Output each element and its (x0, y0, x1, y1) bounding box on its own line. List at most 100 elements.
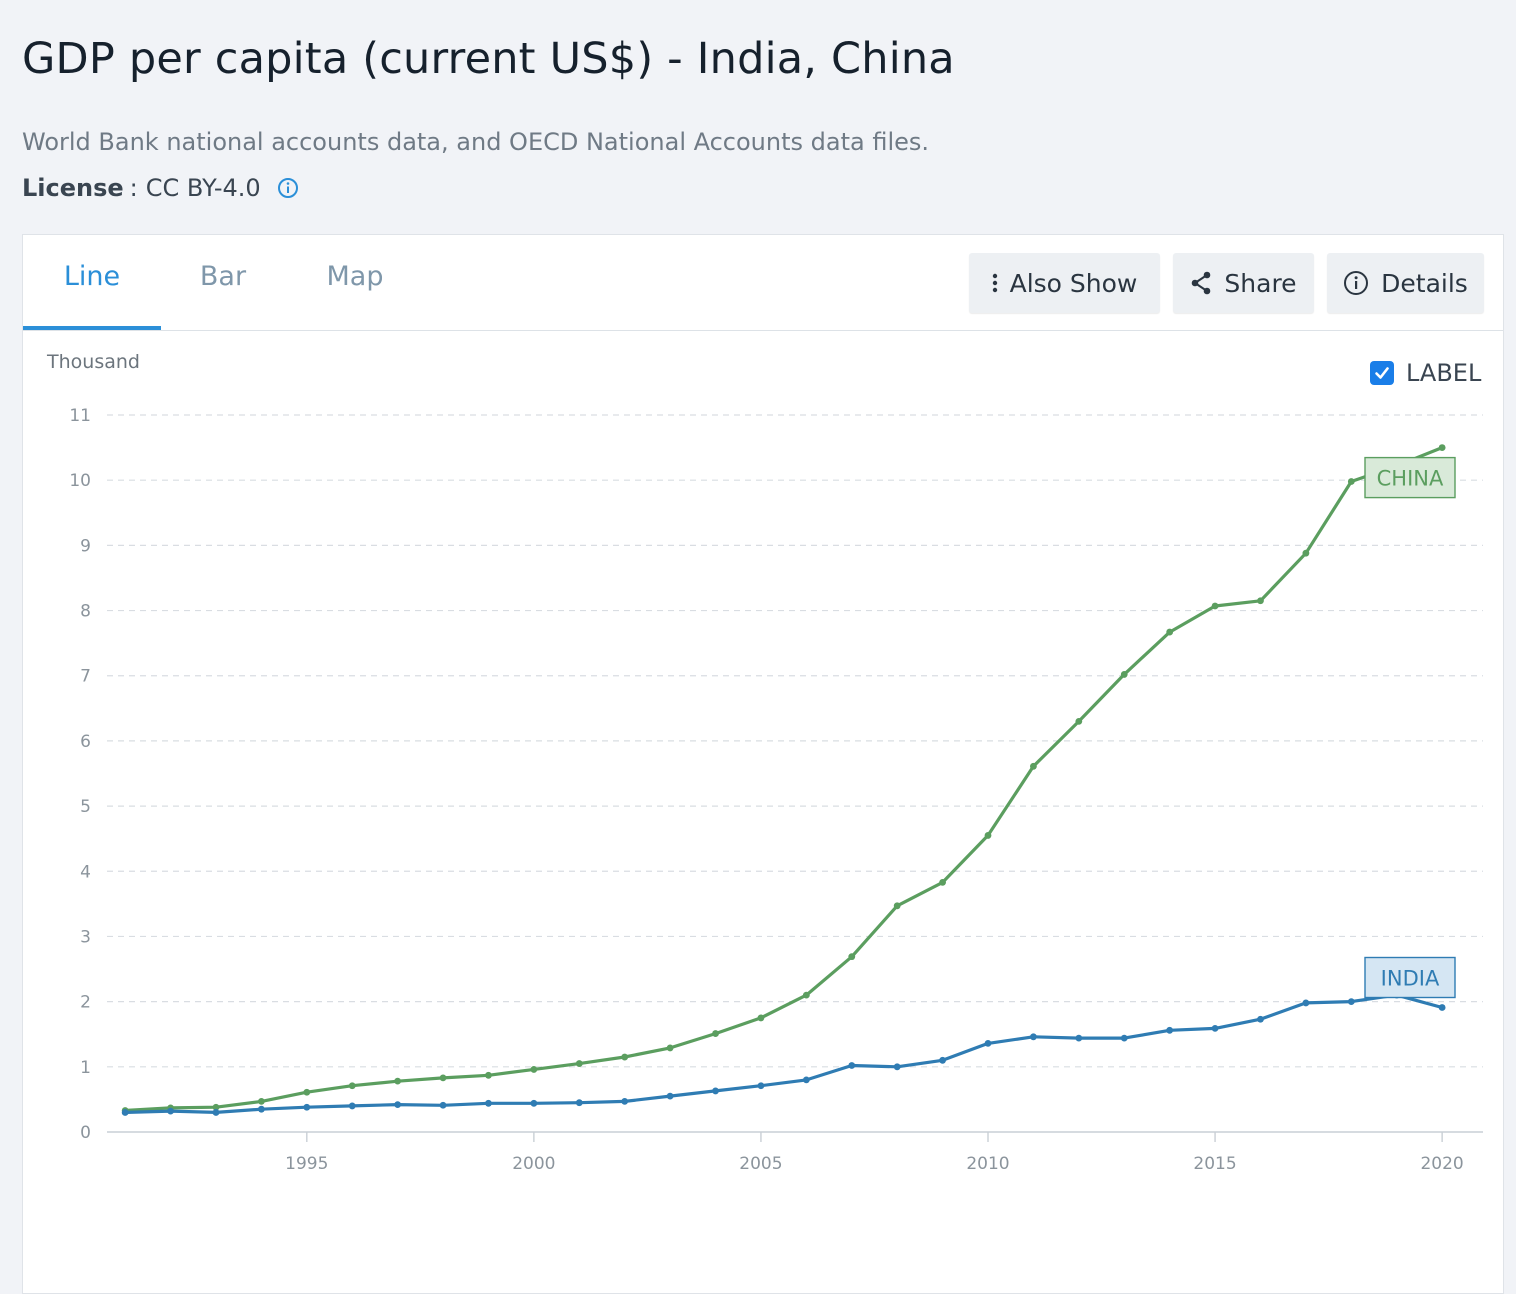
license-label: License (22, 174, 124, 202)
china-data-point (939, 878, 946, 886)
china-data-point (848, 953, 856, 961)
china-data-point (575, 1060, 583, 1067)
tab-line[interactable]: Line (23, 261, 161, 330)
china-data-point (258, 1097, 265, 1105)
info-icon[interactable] (277, 177, 299, 199)
china-data-point (712, 1030, 719, 1037)
tab-map[interactable]: Map (326, 261, 384, 292)
line-chart: Thousand 0 1 2 3 4 5 6 7 8 9 10 11 1995 2000 2005 2010 2… (46, 351, 1483, 1174)
india-data-point (893, 1063, 901, 1071)
china-data-point (530, 1066, 538, 1073)
y-tick-label: 11 (69, 406, 91, 426)
india-label-text: INDIA (1381, 967, 1440, 991)
china-series-line (123, 446, 1444, 1113)
china-label-text: CHINA (1377, 467, 1444, 491)
india-data-point (394, 1101, 402, 1109)
china-data-point (1438, 444, 1446, 451)
x-tick-label: 2005 (739, 1154, 782, 1174)
axes: 0 1 2 3 4 5 6 7 8 9 10 11 1995 2000 2005 2010 2015 2020 (69, 406, 1483, 1174)
x-tick-label: 1995 (285, 1154, 328, 1174)
tab-bar: Line Bar Map Also Show (23, 235, 1503, 331)
china-data-point (1211, 602, 1219, 610)
series-labels: CHINA INDIA (1364, 456, 1456, 999)
label-checkbox[interactable] (1370, 361, 1394, 385)
label-toggle-text: LABEL (1406, 359, 1482, 387)
china-data-point (1257, 597, 1264, 605)
india-data-point (1075, 1034, 1083, 1042)
share-label: Share (1224, 268, 1297, 298)
grid (107, 414, 1483, 1068)
share-icon (1190, 271, 1212, 295)
india-data-point (939, 1056, 946, 1064)
china-data-point (1347, 478, 1355, 485)
india-data-point (712, 1087, 719, 1095)
x-tick-label: 2010 (966, 1154, 1009, 1174)
y-tick-label: 9 (80, 536, 91, 556)
china-data-point (893, 902, 901, 910)
india-data-point (1030, 1033, 1037, 1041)
india-data-point (621, 1097, 629, 1105)
y-tick-label: 8 (80, 602, 91, 622)
y-tick-label: 0 (80, 1123, 91, 1143)
tab-bar-chart[interactable]: Bar (199, 261, 247, 292)
china-data-point (394, 1077, 402, 1085)
license-line: License : CC BY-4.0 (22, 174, 299, 202)
india-data-point (1302, 999, 1310, 1007)
china-label-box (1364, 456, 1456, 499)
details-button[interactable]: Details (1327, 253, 1484, 313)
india-data-point (802, 1076, 810, 1084)
india-data-point (1211, 1024, 1219, 1032)
india-data-point (757, 1082, 765, 1090)
india-data-point (485, 1099, 492, 1107)
india-data-point (530, 1099, 538, 1107)
y-tick-label: 5 (80, 797, 91, 817)
china-data-point (303, 1088, 311, 1096)
china-data-point (1302, 549, 1310, 557)
china-data-point (757, 1014, 765, 1022)
series (121, 444, 1446, 1116)
license-separator: : (129, 174, 138, 202)
x-tick-label: 2015 (1193, 1154, 1236, 1174)
china-data-point (212, 1103, 220, 1111)
y-tick-label: 4 (80, 862, 91, 882)
india-data-point (1120, 1034, 1128, 1042)
india-data-point (212, 1109, 220, 1116)
also-show-button[interactable]: Also Show (969, 253, 1160, 313)
label-toggle[interactable]: LABEL (1370, 359, 1481, 387)
more-vertical-icon (992, 273, 998, 293)
chart-card: Line Bar Map Also Show (22, 234, 1504, 1294)
india-series-label: INDIA (1364, 956, 1456, 999)
china-data-point (485, 1071, 492, 1079)
page-title: GDP per capita (current US$) - India, Ch… (22, 34, 955, 84)
y-tick-label: 6 (80, 732, 91, 752)
y-tick-label: 3 (80, 927, 91, 947)
y-tick-label: 1 (80, 1058, 91, 1078)
china-data-point (666, 1044, 674, 1052)
india-data-point (984, 1039, 992, 1047)
china-data-point (348, 1082, 356, 1090)
share-button[interactable]: Share (1173, 253, 1314, 313)
china-data-point (1075, 717, 1083, 725)
india-data-point (666, 1092, 674, 1100)
china-data-point (621, 1053, 629, 1061)
details-label: Details (1381, 268, 1468, 298)
india-series-line (123, 993, 1444, 1115)
license-value: CC BY-4.0 (145, 174, 261, 202)
india-data-point (258, 1105, 265, 1113)
india-data-point (1257, 1015, 1264, 1023)
india-data-point (121, 1109, 129, 1116)
y-unit-label: Thousand (46, 351, 140, 373)
x-tick-label: 2020 (1420, 1154, 1463, 1174)
india-data-point (348, 1102, 356, 1110)
also-show-label: Also Show (1009, 268, 1138, 298)
china-data-point (1120, 671, 1128, 678)
india-data-point (1166, 1026, 1174, 1034)
y-tick-label: 7 (80, 667, 91, 687)
india-data-point (575, 1099, 583, 1107)
india-data-point (1347, 998, 1355, 1006)
y-tick-label: 10 (69, 471, 91, 491)
india-data-point (1438, 1004, 1446, 1011)
y-tick-label: 2 (80, 993, 91, 1013)
india-data-point (848, 1062, 856, 1069)
china-data-point (802, 991, 810, 999)
